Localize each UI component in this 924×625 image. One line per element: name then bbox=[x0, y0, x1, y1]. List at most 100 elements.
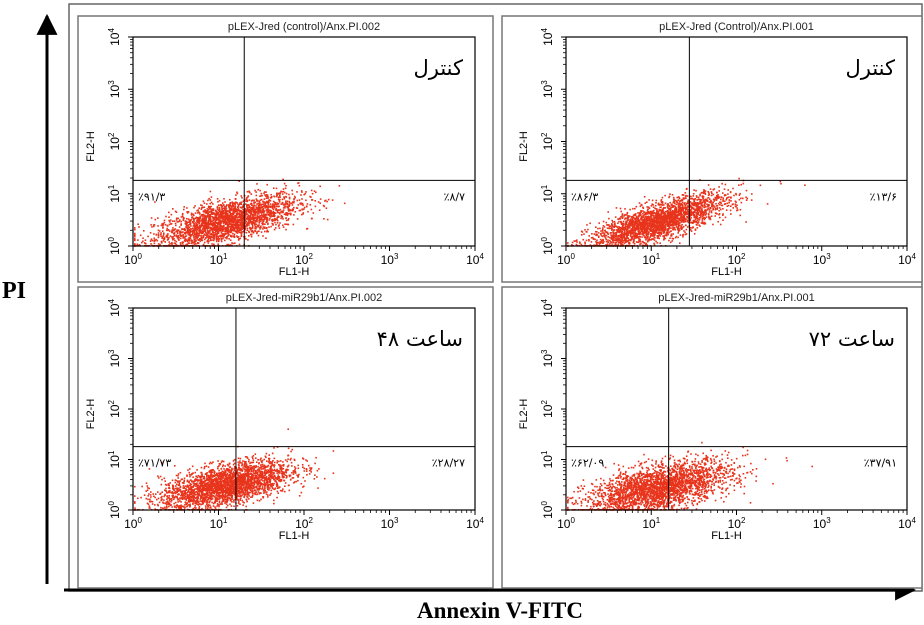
data-point bbox=[212, 219, 214, 222]
data-point bbox=[257, 209, 260, 212]
data-point bbox=[282, 207, 285, 209]
data-point bbox=[201, 221, 203, 224]
data-point bbox=[696, 219, 699, 222]
data-point bbox=[212, 221, 215, 224]
data-point bbox=[179, 232, 181, 235]
data-point bbox=[258, 202, 260, 205]
data-point bbox=[303, 206, 306, 209]
data-point bbox=[695, 223, 698, 226]
data-point bbox=[178, 220, 181, 223]
data-point bbox=[705, 209, 708, 211]
data-point bbox=[315, 191, 317, 194]
data-point bbox=[273, 206, 276, 209]
data-point bbox=[256, 232, 258, 235]
data-point bbox=[287, 218, 290, 220]
data-point bbox=[627, 240, 630, 242]
data-point bbox=[651, 220, 654, 222]
data-point bbox=[225, 208, 228, 210]
data-point bbox=[240, 219, 242, 221]
data-point bbox=[160, 235, 162, 237]
data-point bbox=[343, 202, 346, 205]
data-point bbox=[610, 234, 612, 236]
data-point bbox=[272, 223, 274, 225]
data-point bbox=[193, 233, 196, 236]
data-point bbox=[676, 196, 678, 199]
data-point bbox=[699, 179, 701, 181]
data-point bbox=[250, 210, 253, 213]
data-point bbox=[197, 219, 199, 222]
data-point bbox=[626, 226, 629, 228]
data-point bbox=[267, 230, 269, 233]
data-point bbox=[228, 216, 231, 219]
data-point bbox=[245, 198, 248, 200]
data-point bbox=[215, 209, 217, 212]
data-point bbox=[206, 203, 208, 205]
data-point bbox=[240, 222, 243, 225]
data-point bbox=[685, 228, 688, 231]
data-point bbox=[727, 193, 729, 195]
data-point bbox=[209, 229, 211, 232]
data-point bbox=[673, 200, 675, 203]
data-point bbox=[661, 227, 663, 229]
data-point bbox=[221, 218, 223, 220]
data-point bbox=[254, 210, 256, 213]
data-point bbox=[699, 198, 702, 201]
data-point bbox=[698, 214, 701, 217]
data-point bbox=[213, 234, 215, 236]
data-point bbox=[692, 213, 695, 215]
data-point bbox=[331, 199, 334, 201]
data-point bbox=[189, 238, 192, 240]
data-point bbox=[669, 220, 671, 223]
data-point bbox=[206, 226, 208, 228]
data-point bbox=[722, 200, 724, 202]
data-point bbox=[256, 231, 258, 233]
data-point bbox=[677, 203, 680, 205]
data-point bbox=[288, 193, 290, 196]
data-point bbox=[663, 214, 665, 217]
data-point bbox=[224, 227, 226, 229]
data-point bbox=[214, 216, 217, 218]
data-point bbox=[198, 224, 201, 227]
data-point bbox=[199, 220, 201, 222]
data-point bbox=[224, 239, 226, 242]
data-point bbox=[667, 223, 669, 226]
data-point bbox=[620, 230, 622, 233]
data-point bbox=[240, 226, 242, 229]
data-point bbox=[195, 243, 197, 245]
data-point bbox=[646, 218, 649, 221]
data-point bbox=[241, 197, 243, 199]
data-point bbox=[171, 243, 173, 246]
data-point bbox=[609, 239, 611, 242]
data-point bbox=[286, 205, 289, 208]
data-point bbox=[273, 201, 276, 204]
data-point bbox=[218, 220, 221, 223]
data-point bbox=[219, 226, 222, 228]
data-point bbox=[207, 209, 209, 212]
data-point bbox=[216, 226, 219, 229]
data-point bbox=[246, 227, 249, 230]
data-point bbox=[134, 235, 136, 238]
data-point bbox=[635, 237, 637, 239]
data-point bbox=[168, 211, 170, 214]
data-point bbox=[634, 232, 636, 235]
data-point bbox=[716, 191, 718, 194]
data-point bbox=[200, 238, 202, 240]
data-point bbox=[267, 197, 269, 199]
data-point bbox=[228, 205, 230, 207]
data-point bbox=[236, 210, 239, 212]
data-point bbox=[251, 224, 254, 226]
data-point bbox=[645, 231, 647, 233]
data-point bbox=[682, 194, 685, 196]
data-point bbox=[602, 225, 605, 227]
data-point bbox=[588, 238, 590, 241]
data-point bbox=[245, 217, 248, 220]
data-point bbox=[193, 231, 195, 233]
data-point bbox=[229, 239, 232, 241]
data-point bbox=[265, 227, 268, 229]
data-point bbox=[695, 213, 698, 215]
data-point bbox=[648, 207, 651, 210]
data-point bbox=[225, 220, 228, 223]
data-point bbox=[627, 233, 629, 235]
data-point bbox=[681, 205, 684, 208]
data-point bbox=[672, 215, 674, 217]
